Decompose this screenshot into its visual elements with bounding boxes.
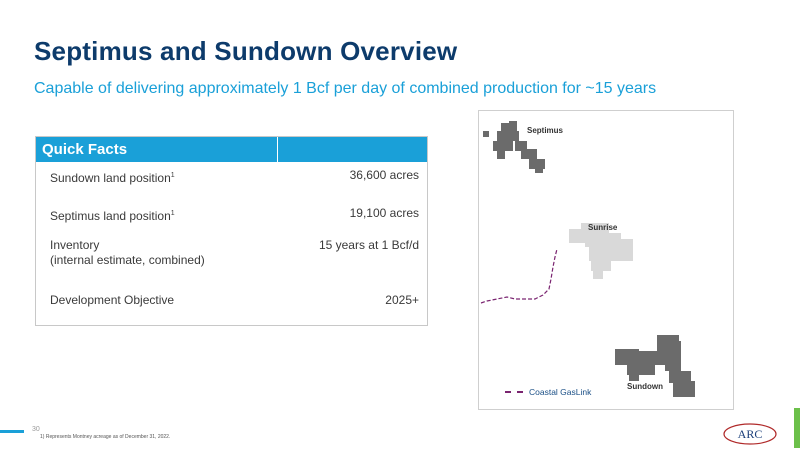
- quick-facts-header: Quick Facts: [36, 137, 427, 162]
- corner-accent: [794, 408, 800, 448]
- acreage-map: Septimus Sunrise Sundown Coastal GasLink: [478, 110, 734, 410]
- coastal-gaslink-pipeline: [480, 248, 558, 304]
- map-graphic: [480, 121, 695, 397]
- arc-logo: ARC: [723, 423, 777, 445]
- sunrise-label: Sunrise: [588, 223, 618, 232]
- slide-title: Septimus and Sundown Overview: [34, 36, 458, 66]
- fact-label: Septimus land position1: [50, 209, 175, 223]
- sunrise-acreage: [569, 223, 633, 279]
- footnote: 1) Represents Montney acreage as of Dece…: [40, 434, 171, 440]
- fact-value: 15 years at 1 Bcf/d: [318, 238, 419, 252]
- sundown-acreage: [615, 335, 695, 397]
- header-divider: [277, 137, 278, 162]
- map-legend: Coastal GasLink: [505, 387, 591, 397]
- page-accent-bar: [0, 430, 24, 433]
- pipeline-legend-swatch: [505, 391, 523, 393]
- page-number: 30: [32, 426, 40, 433]
- septimus-label: Septimus: [527, 126, 564, 135]
- quick-facts-table: Quick Facts Sundown land position1 36,60…: [35, 136, 428, 326]
- septimus-acreage: [483, 121, 545, 173]
- fact-label: Sundown land position1: [50, 171, 175, 185]
- sundown-label: Sundown: [627, 382, 663, 391]
- svg-text:ARC: ARC: [738, 427, 763, 441]
- fact-value: 2025+: [385, 293, 419, 307]
- fact-value: 36,600 acres: [349, 168, 419, 182]
- fact-label: Development Objective: [50, 293, 175, 307]
- quick-facts-header-label: Quick Facts: [42, 141, 128, 158]
- fact-label: Inventory (internal estimate, combined): [50, 238, 205, 267]
- legend-label: Coastal GasLink: [529, 387, 592, 397]
- slide-subtitle: Capable of delivering approximately 1 Bc…: [34, 80, 657, 97]
- fact-value: 19,100 acres: [349, 206, 419, 220]
